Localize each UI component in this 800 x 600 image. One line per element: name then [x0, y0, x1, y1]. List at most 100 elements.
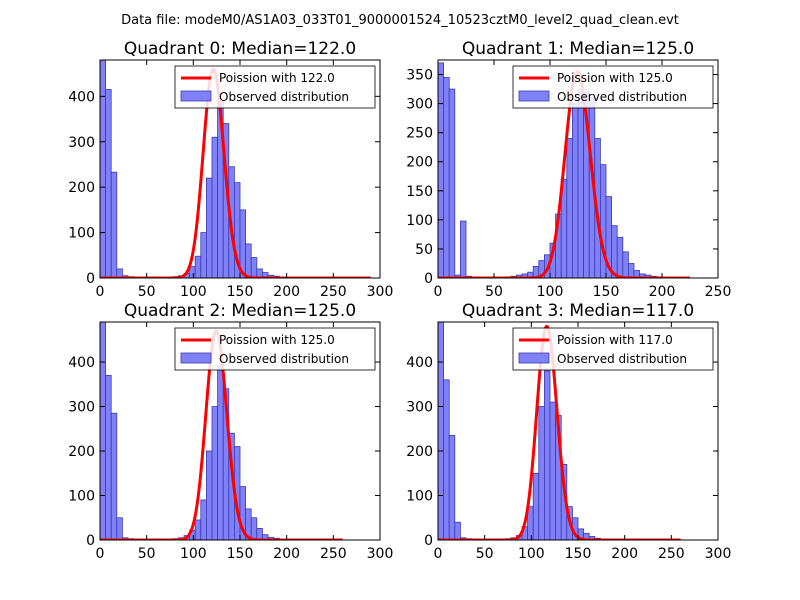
y-tick-label: 300 [406, 97, 433, 113]
y-tick-label: 200 [406, 444, 433, 460]
y-tick-label: 100 [406, 489, 433, 505]
histogram-bar [438, 62, 444, 278]
histogram-bar [110, 171, 118, 278]
panel-title: Quadrant 1: Median=125.0 [462, 39, 694, 59]
x-tick-label: 0 [434, 284, 443, 300]
x-tick-label: 200 [649, 284, 676, 300]
y-tick-label: 100 [68, 226, 95, 242]
histogram-bar [532, 472, 540, 540]
x-tick-label: 300 [705, 546, 732, 562]
legend: Poission with 122.0 Observed distribution [174, 65, 376, 109]
y-tick-label: 150 [406, 184, 433, 200]
histogram-bar [250, 257, 258, 278]
panel-title: Quadrant 2: Median=125.0 [124, 301, 356, 321]
histogram-bar [211, 406, 218, 540]
histogram-bar [628, 263, 635, 278]
subplot-quadrant-2: 0 50 100 150 200 250 300 0 100 200 300 400 Quadrant … [68, 301, 393, 562]
y-tick-label: 50 [415, 242, 433, 258]
histogram-bar [100, 322, 106, 540]
histogram-bar [200, 232, 207, 278]
x-tick-label: 50 [485, 284, 503, 300]
poisson-curve [438, 70, 691, 278]
x-tick-label: 50 [138, 284, 156, 300]
x-tick-label: 250 [320, 546, 347, 562]
histogram-bar [538, 406, 545, 540]
y-tick-label: 0 [424, 271, 433, 287]
y-tick-label: 100 [68, 489, 95, 505]
histogram-bar [250, 517, 258, 540]
histogram-bar [110, 412, 118, 540]
histogram-bar [256, 528, 263, 540]
x-tick-label: 150 [227, 284, 254, 300]
histogram-bar [245, 243, 252, 278]
legend-label-observed: Observed distribution [219, 90, 349, 104]
subplot-quadrant-3: 0 50 100 150 200 250 300 0 100 200 300 400 Quadrant … [406, 301, 731, 562]
x-tick-label: 100 [537, 284, 564, 300]
legend-label-observed: Observed distribution [557, 352, 687, 366]
legend: Poission with 125.0 Observed distribution [174, 327, 376, 371]
histogram-bar [616, 236, 624, 278]
histogram-bar [566, 138, 573, 278]
legend-label-poisson: Poission with 125.0 [557, 71, 673, 85]
legend-bar-swatch [518, 90, 550, 102]
x-tick-label: 50 [138, 546, 156, 562]
x-tick-label: 100 [180, 546, 207, 562]
poisson-curve [438, 324, 682, 540]
histogram-bar [448, 88, 456, 278]
x-tick-label: 300 [367, 284, 394, 300]
axes-frame [437, 59, 719, 279]
x-tick-label: 100 [518, 546, 545, 562]
y-tick-label: 350 [406, 68, 433, 84]
legend-label-poisson: Poission with 117.0 [557, 333, 673, 347]
histogram-bar [189, 266, 196, 278]
histogram-bar [211, 136, 218, 278]
legend-frame [512, 327, 714, 371]
legend-bar-swatch [180, 352, 212, 364]
histogram-bar [448, 435, 456, 540]
y-tick-label: 200 [406, 155, 433, 171]
histogram-bar [205, 450, 213, 540]
x-tick-label: 150 [593, 284, 620, 300]
x-tick-label: 50 [476, 546, 494, 562]
y-tick-label: 0 [86, 533, 95, 549]
x-tick-label: 0 [96, 546, 105, 562]
x-tick-label: 0 [434, 546, 443, 562]
y-tick-label: 100 [406, 213, 433, 229]
x-tick-label: 250 [658, 546, 685, 562]
x-tick-label: 250 [320, 284, 347, 300]
x-tick-label: 0 [96, 284, 105, 300]
figure-suptitle: Data file: modeM0/AS1A03_033T01_90000015… [121, 13, 679, 28]
histogram-bar [544, 370, 551, 540]
histogram-bar [454, 521, 461, 540]
x-tick-label: 150 [565, 546, 592, 562]
x-tick-label: 300 [367, 546, 394, 562]
histogram-bar [622, 251, 629, 278]
y-tick-label: 400 [68, 355, 95, 371]
histogram-bar [443, 379, 450, 540]
poisson-curve [100, 67, 372, 278]
histogram-bar [194, 519, 202, 540]
histogram-bar [443, 77, 450, 278]
histogram-bar [116, 517, 123, 540]
y-tick-label: 400 [68, 89, 95, 105]
y-tick-label: 300 [68, 400, 95, 416]
y-tick-label: 250 [406, 126, 433, 142]
subplot-quadrant-1: 0 50 100 150 200 250 0 50 100 150 200 250 300 350 Quad… [406, 39, 731, 300]
plot-content [100, 60, 372, 278]
legend: Poission with 117.0 Observed distribution [512, 327, 714, 371]
y-tick-label: 200 [68, 444, 95, 460]
legend-bar-swatch [180, 90, 212, 102]
histogram-bar [100, 60, 106, 278]
x-tick-label: 200 [273, 546, 300, 562]
panel-title: Quadrant 3: Median=117.0 [462, 301, 694, 321]
histogram-bar [577, 88, 584, 278]
histogram-bar [194, 255, 202, 278]
y-tick-label: 200 [68, 180, 95, 196]
histogram-bar [549, 401, 556, 540]
histogram-bar [572, 103, 579, 278]
legend: Poission with 125.0 Observed distribution [512, 65, 714, 109]
x-tick-label: 100 [180, 284, 207, 300]
legend-bar-swatch [518, 352, 550, 364]
y-tick-label: 0 [86, 271, 95, 287]
subplot-quadrant-0: 0 50 100 150 200 250 300 0 100 200 300 400 Quadrant … [68, 39, 393, 300]
